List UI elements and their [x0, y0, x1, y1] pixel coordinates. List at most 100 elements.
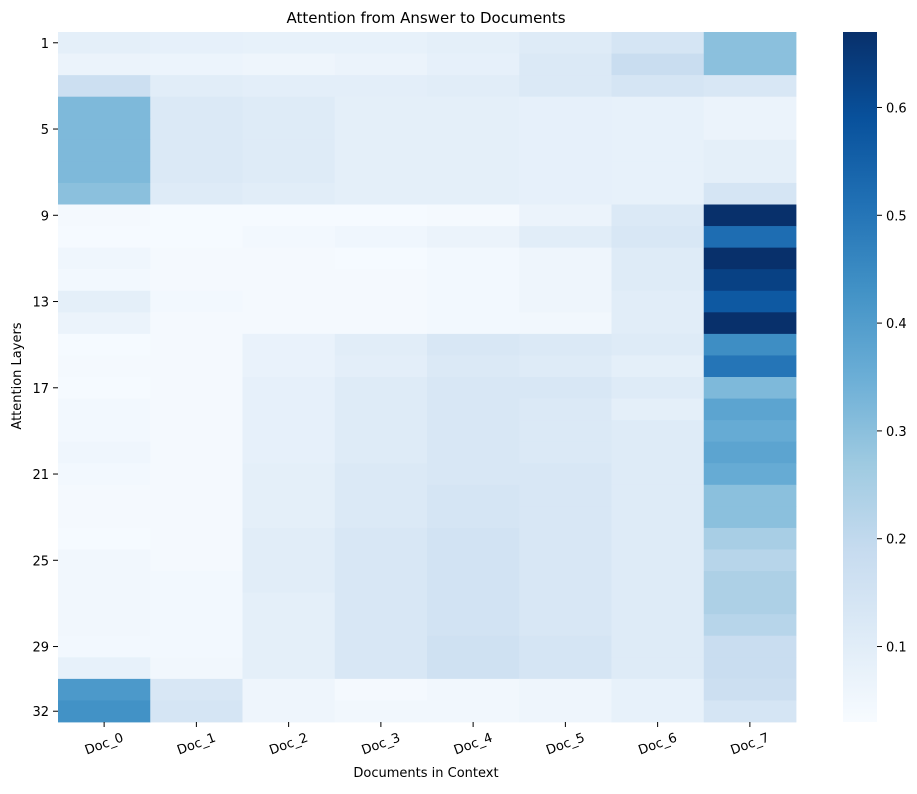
heatmap-cell: [150, 635, 243, 658]
heatmap-cell: [703, 139, 797, 162]
heatmap-cell: [519, 700, 612, 723]
heatmap-cell: [519, 290, 612, 313]
heatmap-cell: [242, 678, 336, 701]
heatmap-cell: [427, 678, 520, 701]
heatmap-cell: [150, 614, 243, 637]
heatmap-cell: [427, 204, 520, 227]
colorbar: 0.1 0.2 0.3 0.4 0.5 0.6: [843, 32, 907, 722]
heatmap-cell: [150, 592, 243, 615]
heatmap-cell: [427, 614, 520, 637]
heatmap-cell: [519, 269, 612, 292]
heatmap-cell: [150, 247, 243, 270]
heatmap-cell: [150, 441, 243, 464]
heatmap-cell: [242, 463, 336, 486]
y-tick-label: 29: [32, 641, 49, 656]
heatmap-cell: [58, 226, 151, 249]
heatmap-cell: [427, 75, 520, 98]
heatmap-cell: [427, 377, 520, 399]
heatmap-cell: [427, 506, 520, 529]
heatmap-cell: [611, 226, 705, 249]
heatmap-cell: [427, 161, 520, 184]
heatmap-cell: [242, 592, 336, 615]
x-axis-label: Documents in Context: [353, 766, 498, 781]
heatmap-cell: [519, 571, 612, 594]
heatmap-cell: [242, 398, 336, 421]
heatmap-cell: [611, 678, 705, 701]
heatmap-cell: [703, 290, 797, 313]
heatmap-cell: [519, 527, 612, 550]
heatmap-cell: [242, 441, 336, 464]
heatmap-cell: [611, 75, 705, 98]
heatmap-cell: [334, 53, 428, 76]
heatmap-cell: [611, 290, 705, 313]
heatmap-cell: [150, 398, 243, 421]
heatmap-cell: [703, 118, 797, 141]
heatmap-cell: [334, 571, 428, 594]
heatmap-cell: [334, 635, 428, 658]
heatmap-cell: [519, 182, 612, 205]
heatmap-cell: [150, 182, 243, 205]
y-tick-label: 17: [32, 382, 49, 397]
heatmap-cell: [150, 355, 243, 378]
heatmap-cell: [703, 592, 797, 615]
heatmap-cell: [427, 527, 520, 550]
heatmap-cell: [58, 635, 151, 658]
heatmap-cell: [242, 139, 336, 162]
heatmap-cell: [703, 32, 797, 54]
heatmap-cell: [150, 75, 243, 98]
heatmap-cell: [58, 614, 151, 637]
heatmap-cell: [334, 312, 428, 335]
heatmap-cell: [334, 269, 428, 292]
heatmap-cell: [427, 571, 520, 594]
heatmap-cell: [703, 269, 797, 292]
heatmap-cell: [242, 484, 336, 507]
heatmap-cell: [519, 118, 612, 141]
y-tick-label: 9: [41, 209, 49, 224]
heatmap-cell: [703, 527, 797, 550]
y-axis-label: Attention Layers: [10, 322, 25, 429]
heatmap-cell: [150, 377, 243, 399]
heatmap-cell: [150, 657, 243, 680]
heatmap-cell: [242, 549, 336, 572]
heatmap-cell: [150, 118, 243, 141]
heatmap-cell: [427, 333, 520, 356]
y-tick-label: 5: [41, 123, 49, 138]
y-tick-label: 13: [32, 296, 49, 311]
heatmap-cell: [519, 441, 612, 464]
heatmap-cell: [611, 182, 705, 205]
heatmap-cell: [611, 484, 705, 507]
heatmap-cell: [58, 463, 151, 486]
heatmap-cell: [58, 204, 151, 227]
heatmap-cell: [611, 463, 705, 486]
heatmap-cell: [150, 53, 243, 76]
heatmap-cell: [519, 463, 612, 486]
heatmap-cell: [611, 700, 705, 723]
heatmap-cell: [427, 53, 520, 76]
heatmap-cell: [58, 700, 151, 723]
heatmap-cell: [703, 657, 797, 680]
heatmap-cell: [242, 75, 336, 98]
heatmap-cell: [611, 549, 705, 572]
heatmap-cell: [334, 484, 428, 507]
heatmap-cell: [334, 204, 428, 227]
colorbar-gradient: [843, 32, 877, 722]
heatmap-cell: [519, 420, 612, 443]
heatmap-cell: [58, 290, 151, 313]
heatmap-cell: [58, 549, 151, 572]
heatmap-cell: [58, 355, 151, 378]
heatmap-cell: [519, 484, 612, 507]
heatmap-cell: [519, 312, 612, 335]
heatmap-cell: [242, 182, 336, 205]
heatmap-cell: [58, 484, 151, 507]
heatmap-cell: [334, 657, 428, 680]
colorbar-tick-label: 0.3: [886, 425, 907, 440]
heatmap-cell: [334, 75, 428, 98]
heatmap-cell: [519, 53, 612, 76]
heatmap-cell: [242, 290, 336, 313]
heatmap-cell: [703, 204, 797, 227]
heatmap-cell: [427, 290, 520, 313]
heatmap-cell: [519, 377, 612, 399]
heatmap-cell: [58, 657, 151, 680]
colorbar-tick-label: 0.4: [886, 317, 907, 332]
heatmap-cell: [703, 161, 797, 184]
